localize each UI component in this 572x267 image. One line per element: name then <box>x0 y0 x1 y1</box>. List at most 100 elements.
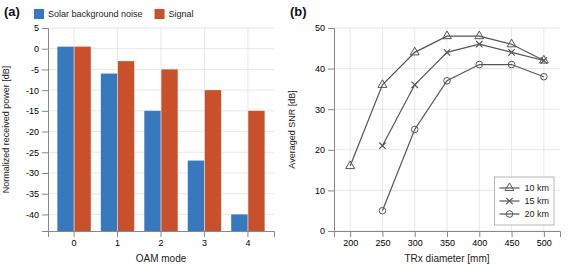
legend-label: Solar background noise <box>48 9 143 19</box>
tick-label: 0 <box>72 238 77 248</box>
tick-label: 500 <box>537 238 552 248</box>
tick-mark <box>382 231 383 237</box>
marker <box>475 31 484 39</box>
marker <box>443 31 452 39</box>
tick: 5 <box>34 23 48 33</box>
tick-mark <box>328 28 334 29</box>
line <box>382 44 543 145</box>
bar <box>144 111 160 231</box>
tick-mark <box>42 173 48 174</box>
tick-label: 30 <box>315 105 325 115</box>
tick: 200 <box>343 231 358 248</box>
legend-body: 10 km 15 km 20 km <box>494 177 554 225</box>
y-axis-title: Normalized received power [dB] <box>1 66 11 194</box>
plot-area: 01020304050200250300350400450500TRx diam… <box>287 23 560 264</box>
marker <box>411 126 418 133</box>
bar <box>248 111 264 231</box>
tick: 400 <box>472 231 487 248</box>
tick-mark <box>42 90 48 91</box>
grid-line <box>382 28 383 231</box>
tick-label: -40 <box>26 210 39 220</box>
legend-item: 15 km <box>499 196 549 206</box>
marker-group <box>476 41 482 47</box>
marker <box>507 39 516 47</box>
tick-mark <box>512 231 513 237</box>
legend: Solar background noise Signal <box>34 9 194 19</box>
marker <box>541 73 548 80</box>
tick-mark <box>479 231 480 237</box>
marker <box>444 77 451 84</box>
tick: 20 <box>315 145 334 155</box>
marker <box>541 57 547 63</box>
marker <box>378 80 387 88</box>
legend-marker <box>505 183 514 191</box>
tick: -15 <box>26 106 48 116</box>
x-axis-title: TRx diameter [mm] <box>404 253 489 264</box>
legend-marker-group <box>505 183 514 191</box>
tick-label: 50 <box>315 23 325 33</box>
tick: 50 <box>315 23 334 33</box>
tick-mark <box>447 231 448 237</box>
tick-label: 3 <box>202 238 207 248</box>
marker-group <box>410 47 419 55</box>
legend-marker <box>506 198 512 204</box>
x-axis: 200250300350400450500 <box>335 231 561 248</box>
tick: 3 <box>202 231 207 248</box>
line <box>350 36 544 166</box>
tick: -20 <box>26 127 48 137</box>
legend-label: 15 km <box>524 196 549 206</box>
marker <box>410 47 419 55</box>
legend-swatch <box>499 213 519 214</box>
marker-group <box>444 77 451 84</box>
panel: 01020304050200250300350400450500TRx diam… <box>287 4 560 264</box>
tick: 10 <box>315 186 334 196</box>
legend-label: Signal <box>169 9 194 19</box>
tick-mark <box>328 69 334 70</box>
marker-group <box>508 61 515 68</box>
bar <box>161 69 177 231</box>
legend-swatch <box>155 9 165 19</box>
tick-label: -15 <box>26 106 39 116</box>
legend-swatch <box>34 9 44 19</box>
marker <box>508 49 514 55</box>
panel-label: (b) <box>290 4 307 19</box>
tick: 40 <box>315 64 334 74</box>
legend-label: 20 km <box>524 209 549 219</box>
marker-group <box>412 82 418 88</box>
marker <box>379 143 385 149</box>
tick: 0 <box>34 44 48 54</box>
y-axis-title: Averaged SNR [dB] <box>287 90 297 168</box>
tick: 300 <box>408 231 423 248</box>
bar <box>118 61 134 231</box>
tick-mark <box>415 231 416 237</box>
legend-label: 10 km <box>524 183 549 193</box>
tick: 0 <box>72 231 77 248</box>
marker <box>346 161 355 169</box>
tick-mark <box>328 109 334 110</box>
plot-area: -40-35-30-25-20-15-10-50501234OAM modeNo… <box>1 23 274 264</box>
tick: 450 <box>505 231 520 248</box>
tick-mark <box>42 132 48 133</box>
tick-mark <box>247 231 248 237</box>
marker <box>508 61 515 68</box>
marker-group <box>379 207 386 214</box>
marker-group <box>443 31 452 39</box>
tick-label: 1 <box>115 238 120 248</box>
tick: 250 <box>375 231 390 248</box>
legend-item: 10 km <box>499 183 549 193</box>
legend-marker-group <box>506 211 513 218</box>
tick-mark <box>42 111 48 112</box>
tick: -5 <box>31 65 48 75</box>
marker-group <box>378 80 387 88</box>
marker <box>379 207 386 214</box>
marker-group <box>411 126 418 133</box>
legend-marker-group <box>506 198 512 204</box>
tick: 30 <box>315 105 334 115</box>
tick-mark <box>42 194 48 195</box>
marker-group <box>475 31 484 39</box>
tick-label: -25 <box>26 148 39 158</box>
tick-mark <box>161 231 162 237</box>
axis-line <box>328 29 335 232</box>
tick: 2 <box>158 231 163 248</box>
legend: 10 km 15 km 20 km <box>494 177 554 225</box>
